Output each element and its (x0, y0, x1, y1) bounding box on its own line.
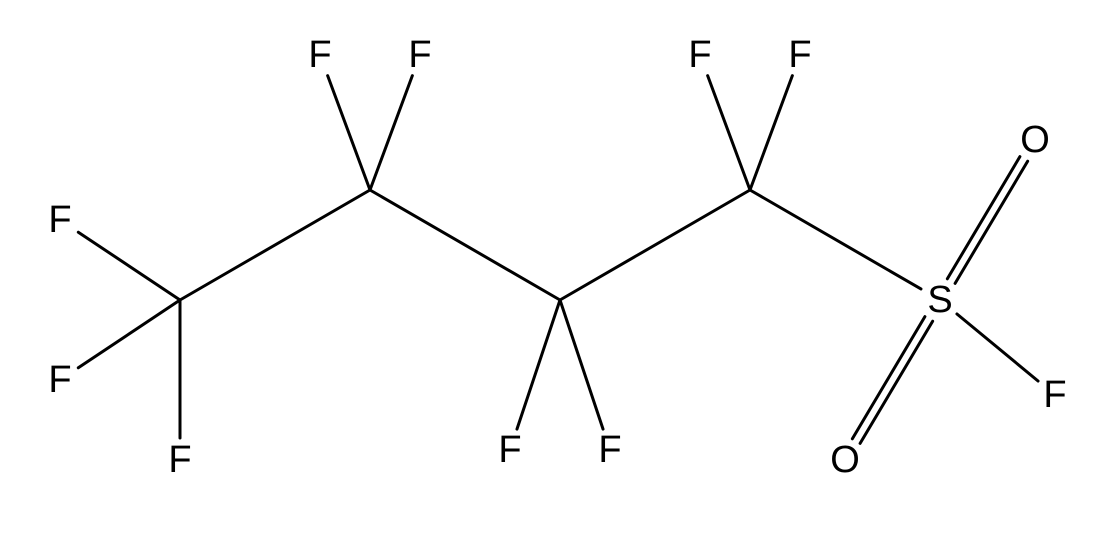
atom-label-sf: F (1043, 374, 1066, 416)
atom-label-f1c: F (168, 439, 191, 481)
atom-label-f4b: F (788, 34, 811, 76)
atom-label-s: S (927, 279, 952, 321)
atom-label-f4a: F (688, 34, 711, 76)
atom-label-f2a: F (308, 34, 331, 76)
atom-label-f1b: F (48, 359, 71, 401)
atom-label-f3a: F (498, 429, 521, 471)
atom-label-f1a: F (48, 199, 71, 241)
atom-label-o1: O (1020, 119, 1050, 161)
atom-label-o2: O (830, 439, 860, 481)
atom-label-f3b: F (598, 429, 621, 471)
molecule-diagram: S F F F F F F F F F O O F (0, 0, 1109, 551)
atom-label-f2b: F (408, 34, 431, 76)
